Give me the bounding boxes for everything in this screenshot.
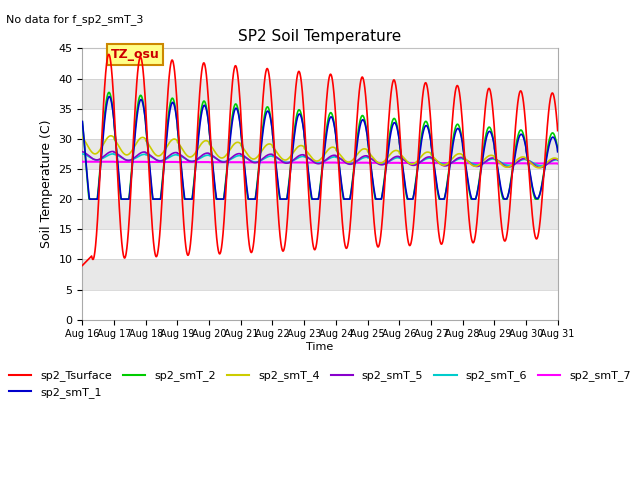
Legend: sp2_Tsurface, sp2_smT_1, sp2_smT_2, sp2_smT_4, sp2_smT_5, sp2_smT_6, sp2_smT_7: sp2_Tsurface, sp2_smT_1, sp2_smT_2, sp2_…	[4, 366, 636, 402]
sp2_smT_4	[525, 158, 533, 164]
sp2_smT_2	[105, 89, 113, 95]
Bar	[83, 229, 557, 259]
sp2_smT_1	[333, 147, 341, 153]
sp2_smT_2	[211, 190, 219, 196]
sp2_smT_4	[554, 156, 561, 162]
Line: sp2_smT_1: sp2_smT_1	[83, 96, 557, 199]
sp2_smT_4	[333, 148, 341, 154]
sp2_Tsurface	[525, 169, 533, 175]
sp2_smT_4	[211, 149, 219, 155]
sp2_smT_7	[79, 159, 86, 165]
sp2_smT_6	[554, 157, 561, 163]
Line: sp2_smT_5: sp2_smT_5	[83, 152, 557, 168]
sp2_smT_2	[458, 135, 466, 141]
Text: No data for f_sp2_smT_3: No data for f_sp2_smT_3	[6, 14, 144, 25]
sp2_Tsurface	[458, 110, 465, 116]
sp2_smT_4	[344, 159, 351, 165]
Line: sp2_smT_4: sp2_smT_4	[83, 136, 557, 168]
sp2_smT_2	[79, 119, 86, 125]
sp2_Tsurface	[344, 243, 351, 249]
sp2_smT_5	[333, 154, 341, 159]
sp2_smT_1	[86, 196, 93, 202]
sp2_smT_2	[525, 167, 533, 172]
Title: SP2 Soil Temperature: SP2 Soil Temperature	[238, 29, 402, 44]
sp2_Tsurface	[554, 128, 561, 133]
sp2_Tsurface	[512, 120, 520, 126]
sp2_smT_6	[344, 160, 351, 166]
sp2_smT_7	[211, 159, 219, 165]
sp2_Tsurface	[211, 215, 219, 221]
sp2_smT_6	[525, 158, 533, 164]
sp2_smT_4	[458, 151, 465, 157]
sp2_smT_4	[512, 158, 520, 164]
sp2_smT_1	[79, 119, 86, 124]
Bar	[83, 289, 557, 320]
sp2_smT_7	[344, 160, 351, 166]
sp2_Tsurface	[79, 263, 86, 268]
sp2_smT_7	[525, 160, 532, 166]
sp2_smT_5	[344, 161, 351, 167]
Line: sp2_Tsurface: sp2_Tsurface	[83, 54, 557, 265]
sp2_smT_7	[458, 160, 465, 166]
sp2_smT_6	[333, 155, 341, 160]
sp2_smT_2	[344, 196, 352, 202]
X-axis label: Time: Time	[307, 342, 333, 352]
sp2_smT_1	[211, 187, 219, 192]
sp2_smT_4	[107, 133, 115, 139]
sp2_smT_4	[79, 135, 86, 141]
sp2_smT_1	[344, 196, 352, 202]
sp2_smT_4	[535, 165, 543, 171]
sp2_smT_2	[85, 196, 93, 202]
sp2_smT_5	[109, 149, 116, 155]
Bar	[83, 169, 557, 199]
sp2_smT_1	[458, 137, 466, 143]
sp2_smT_6	[537, 163, 545, 168]
sp2_smT_7	[554, 161, 561, 167]
Bar	[83, 108, 557, 139]
sp2_smT_5	[554, 157, 561, 163]
sp2_smT_5	[458, 155, 465, 160]
Line: sp2_smT_7: sp2_smT_7	[83, 162, 557, 164]
sp2_smT_7	[333, 160, 341, 166]
sp2_smT_5	[211, 155, 219, 160]
sp2_smT_5	[512, 160, 520, 166]
sp2_smT_2	[333, 148, 341, 154]
sp2_Tsurface	[333, 140, 341, 145]
sp2_smT_6	[79, 151, 86, 157]
sp2_smT_6	[211, 155, 219, 161]
sp2_smT_6	[512, 160, 520, 166]
sp2_smT_5	[79, 149, 86, 155]
sp2_smT_5	[536, 165, 544, 170]
sp2_smT_1	[554, 149, 561, 155]
Line: sp2_smT_6: sp2_smT_6	[83, 154, 557, 166]
sp2_smT_7	[512, 160, 520, 166]
sp2_smT_2	[512, 143, 520, 148]
sp2_smT_1	[512, 147, 520, 153]
Bar	[83, 48, 557, 79]
Line: sp2_smT_2: sp2_smT_2	[83, 92, 557, 199]
Text: TZ_osu: TZ_osu	[111, 48, 159, 61]
Y-axis label: Soil Temperature (C): Soil Temperature (C)	[40, 120, 53, 248]
sp2_smT_6	[458, 156, 465, 161]
sp2_smT_6	[109, 151, 117, 157]
sp2_smT_1	[106, 94, 113, 99]
sp2_smT_1	[525, 166, 533, 171]
sp2_smT_2	[554, 148, 561, 154]
sp2_Tsurface	[105, 51, 113, 57]
sp2_smT_5	[525, 158, 533, 164]
